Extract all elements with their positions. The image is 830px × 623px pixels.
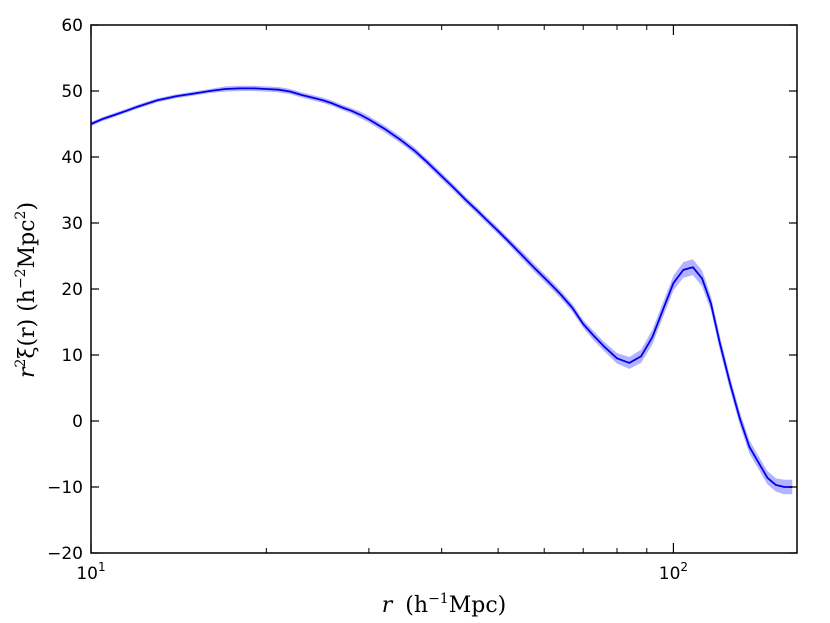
y-tick-label: 40: [61, 148, 83, 168]
x-axis-label-exp: −1: [428, 591, 449, 607]
y-axis-label-mid: ξ(r) (h: [15, 289, 40, 359]
y-axis-label-exp3: 2: [13, 211, 29, 220]
y-axis-label-exp2: −2: [13, 268, 29, 289]
y-tick-label: 0: [72, 412, 83, 432]
y-tick-label: 50: [61, 82, 83, 102]
y-tick-label: −10: [47, 478, 83, 498]
x-axis-ticks: 101 102: [76, 25, 688, 584]
y-tick-label: 20: [61, 280, 83, 300]
x-axis-label-open: (h: [405, 593, 428, 618]
error-band: [91, 85, 793, 495]
y-tick-label: 10: [61, 346, 83, 366]
y-axis-label-close: ): [15, 202, 40, 211]
series-line-layer: [90, 87, 793, 488]
y-axis-label-unit: Mpc: [15, 219, 40, 268]
y-tick-label: −20: [47, 544, 83, 564]
x-axis-label-unit: Mpc): [449, 593, 507, 618]
y-tick-label: 30: [61, 214, 83, 234]
error-band-layer: [91, 85, 793, 495]
y-tick-label: 60: [61, 16, 83, 36]
x-axis-label: r (h−1Mpc): [382, 591, 506, 618]
y-axis-ticks: −20 −10 0 10 20 30 40 50 60: [47, 16, 797, 564]
series-line: [90, 87, 793, 488]
x-tick-label: 102: [659, 560, 688, 584]
x-tick-label: 101: [76, 560, 105, 584]
plot-frame: [90, 24, 798, 554]
y-axis-label-var: r: [15, 366, 40, 378]
y-axis-label-exp1: 2: [13, 359, 29, 368]
x-axis-label-var: r: [382, 593, 394, 618]
y-axis-label: r2ξ(r) (h−2Mpc2): [13, 202, 40, 378]
